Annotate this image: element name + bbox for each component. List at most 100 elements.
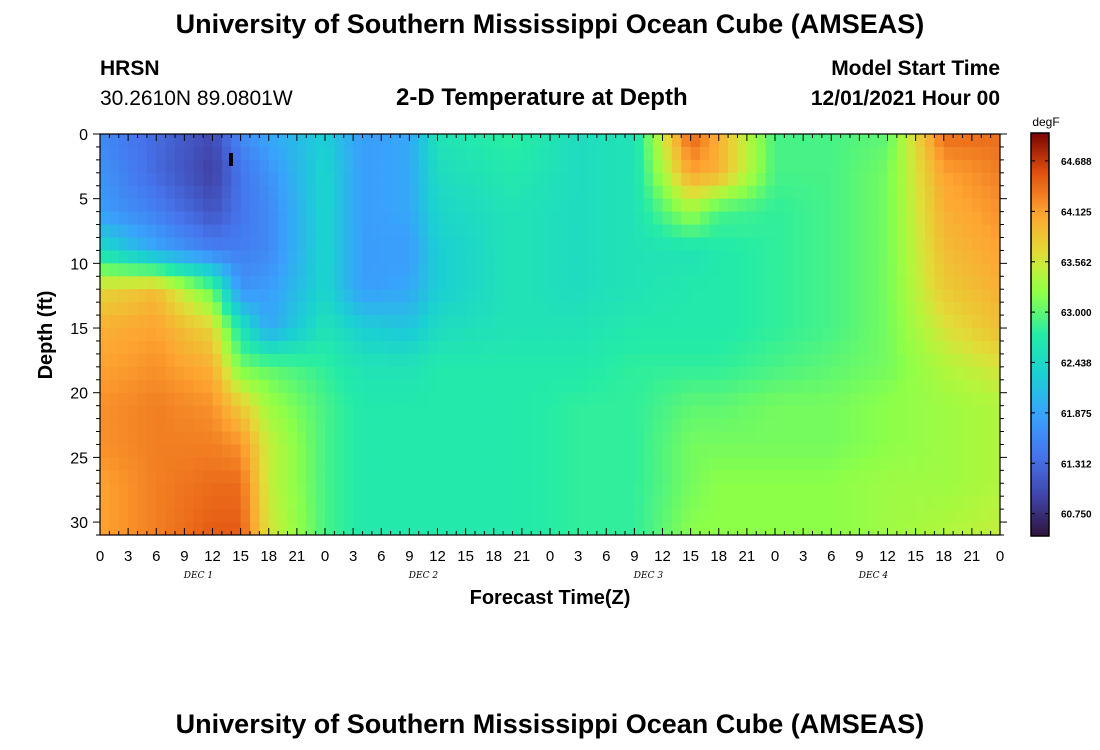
heatmap-cell <box>962 496 973 510</box>
heatmap-cell <box>240 276 251 290</box>
heatmap-cell <box>146 237 157 252</box>
heatmap-cell <box>446 250 457 264</box>
heatmap-cell <box>568 418 579 433</box>
heatmap-cell <box>475 457 485 471</box>
heatmap-cell <box>353 289 364 303</box>
heatmap-cell <box>634 159 645 174</box>
heatmap-cell <box>437 444 448 458</box>
heatmap-cell <box>728 353 739 368</box>
heatmap-cell <box>146 340 157 355</box>
heatmap-cell <box>118 418 129 433</box>
heatmap-cell <box>700 134 710 148</box>
heatmap-cell <box>493 496 504 510</box>
heatmap-cell <box>756 250 767 264</box>
heatmap-cell <box>625 405 635 420</box>
heatmap-cell <box>475 353 485 368</box>
heatmap-cell <box>465 444 476 458</box>
heatmap-cell <box>896 366 907 381</box>
heatmap-cell <box>718 470 729 484</box>
heatmap-cell <box>971 315 982 329</box>
heatmap-cell <box>156 457 167 471</box>
heatmap-cell <box>840 289 851 303</box>
heatmap-cell <box>428 328 439 342</box>
heatmap-cell <box>137 522 148 535</box>
heatmap-cell <box>981 353 992 368</box>
heatmap-cell <box>362 444 373 458</box>
temperature-depth-chart: 0 3 6 9 12 15 18 21 0 3 6 9 12 15 18 21 0 3 6 9 12 15 18 21 0 3 6 9… <box>35 115 1092 609</box>
heatmap-cell <box>231 457 242 471</box>
heatmap-cell <box>868 496 879 510</box>
heatmap-cell <box>943 159 954 174</box>
heatmap-cell <box>540 328 551 342</box>
heatmap-cell <box>137 224 148 239</box>
heatmap-cell <box>400 353 410 368</box>
heatmap-cell <box>615 198 626 213</box>
heatmap-cell <box>606 289 617 303</box>
heatmap-cell <box>943 470 954 484</box>
heatmap-cell <box>118 522 129 535</box>
heatmap-cell <box>718 276 729 290</box>
heatmap-cell <box>718 224 729 239</box>
heatmap-cell <box>325 224 335 239</box>
heatmap-cell <box>343 392 354 407</box>
heatmap-cell <box>503 340 514 355</box>
heatmap-cell <box>953 392 964 407</box>
heatmap-cell <box>156 134 167 148</box>
heatmap-cell <box>746 224 757 239</box>
heatmap-cell <box>503 418 514 433</box>
heatmap-cell <box>840 444 851 458</box>
x-day-label: DEC 1 <box>183 571 213 581</box>
heatmap-cell <box>662 483 673 497</box>
heatmap-cell <box>512 224 523 239</box>
heatmap-cell <box>362 353 373 368</box>
heatmap-cell <box>596 315 607 329</box>
heatmap-cell <box>353 522 364 535</box>
heatmap-cell <box>212 315 223 329</box>
heatmap-cell <box>831 289 842 303</box>
heatmap-cell <box>690 353 701 368</box>
heatmap-cell <box>803 418 814 433</box>
heatmap-cell <box>934 237 945 252</box>
heatmap-cell <box>503 237 514 252</box>
heatmap-cell <box>390 483 401 497</box>
heatmap-cell <box>296 379 307 394</box>
heatmap-cell <box>362 211 373 226</box>
heatmap-cell <box>409 340 420 355</box>
heatmap-cell <box>596 470 607 484</box>
heatmap-cell <box>625 418 635 433</box>
heatmap-cell <box>550 431 560 446</box>
heatmap-cell <box>156 315 167 329</box>
heatmap-cell <box>484 276 495 290</box>
heatmap-cell <box>475 392 485 407</box>
heatmap-cell <box>306 302 317 316</box>
heatmap-cell <box>625 134 635 148</box>
heatmap-cell <box>962 483 973 497</box>
heatmap-cell <box>953 496 964 510</box>
heatmap-cell <box>990 289 1000 303</box>
heatmap-cell <box>653 237 664 252</box>
heatmap-cell <box>203 483 214 497</box>
heatmap-cell <box>184 302 195 316</box>
heatmap-cell <box>325 211 335 226</box>
heatmap-cell <box>175 457 185 471</box>
heatmap-cell <box>184 340 195 355</box>
heatmap-cell <box>371 483 382 497</box>
heatmap-cell <box>100 328 110 342</box>
heatmap-cell <box>306 353 317 368</box>
heatmap-cell <box>981 470 992 484</box>
heatmap-cell <box>925 470 935 484</box>
heatmap-cell <box>540 159 551 174</box>
heatmap-cell <box>981 392 992 407</box>
heatmap-cell <box>568 496 579 510</box>
heatmap-cell <box>193 289 204 303</box>
heatmap-cell <box>259 250 270 264</box>
heatmap-cell <box>568 328 579 342</box>
heatmap-cell <box>700 224 710 239</box>
heatmap-cell <box>784 353 795 368</box>
heatmap-cell <box>821 509 832 523</box>
heatmap-cell <box>728 444 739 458</box>
x-tick-label: 15 <box>232 548 249 565</box>
heatmap-cell <box>193 496 204 510</box>
heatmap-cell <box>709 340 720 355</box>
heatmap-cell <box>803 470 814 484</box>
